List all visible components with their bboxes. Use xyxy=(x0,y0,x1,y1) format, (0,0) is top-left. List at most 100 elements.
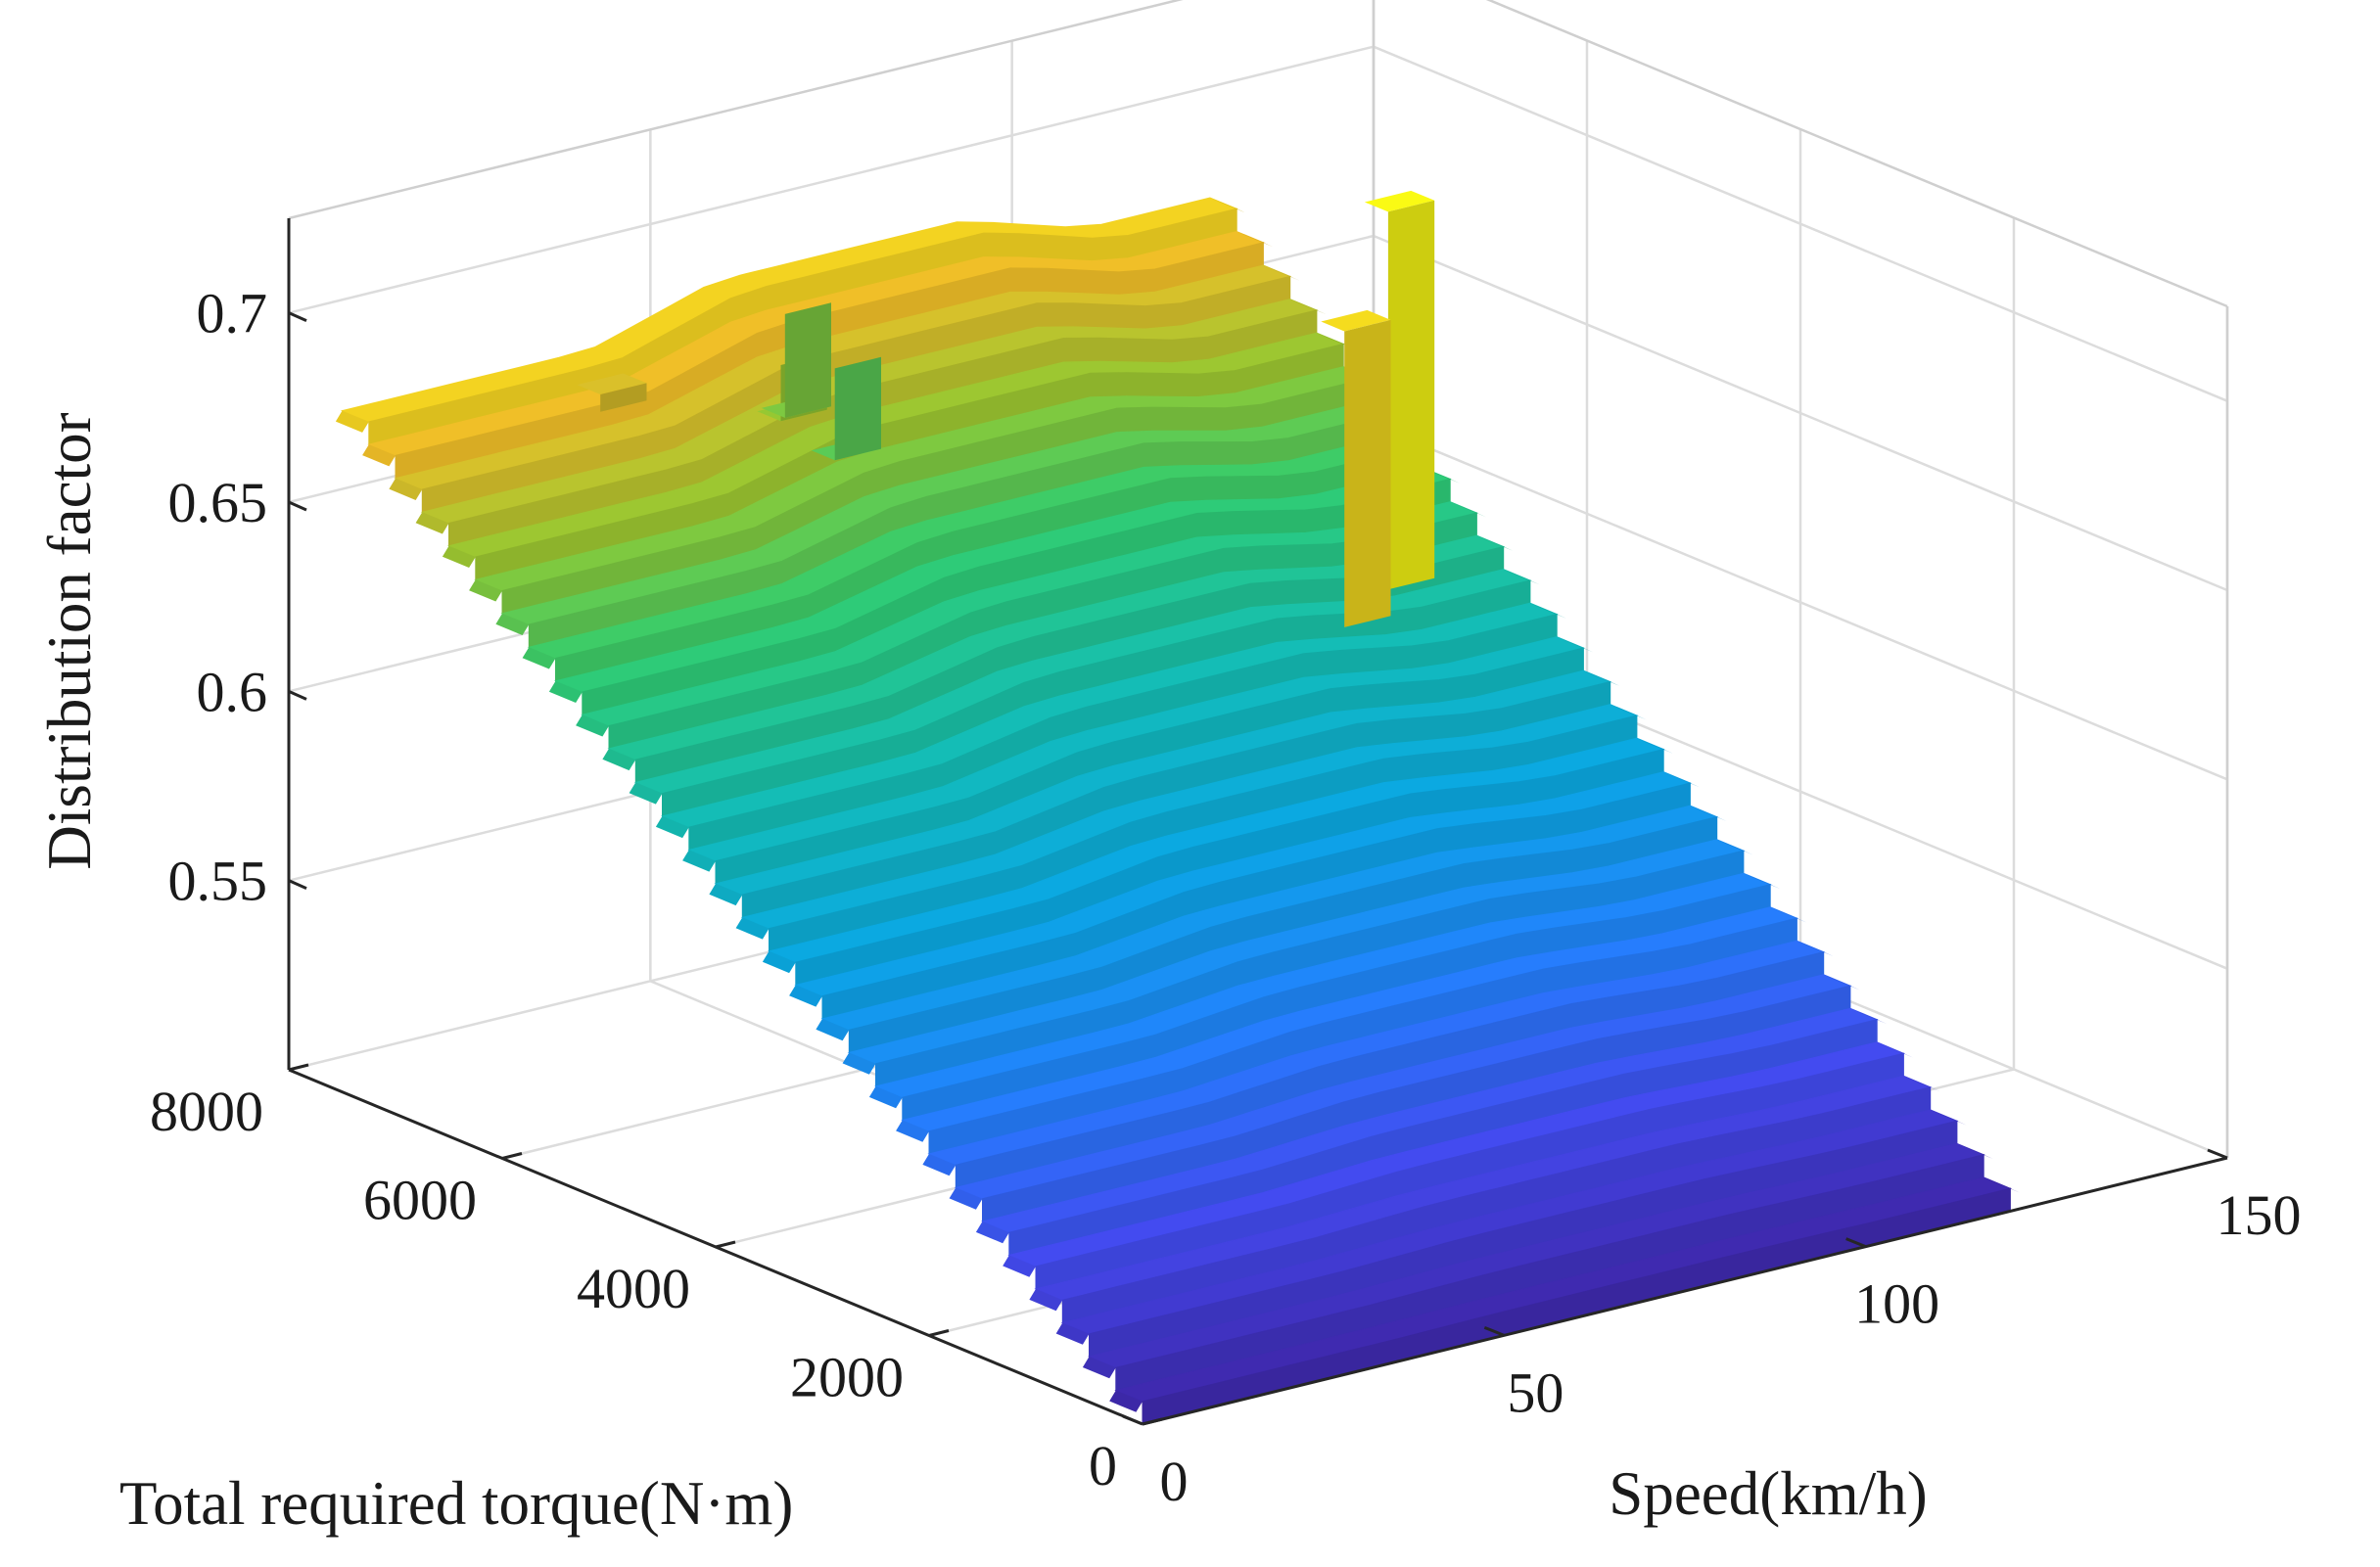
surface-edge xyxy=(1237,231,1274,248)
surface-spike xyxy=(1321,309,1391,332)
surface-spike xyxy=(1387,200,1435,590)
y-tick-label: 0 xyxy=(1089,1434,1117,1498)
surface-edge xyxy=(495,613,530,635)
x-axis-title: Speed(km/h) xyxy=(1609,1459,1927,1528)
y-axis-title: Total required torque(N·m) xyxy=(119,1469,793,1538)
surface-edge xyxy=(655,815,689,839)
surface-spike xyxy=(600,383,647,412)
surface-edge xyxy=(1082,1357,1116,1379)
surface-edge xyxy=(1877,1041,1914,1058)
surface-spike xyxy=(577,373,647,394)
x-tick-mark xyxy=(1122,1414,1143,1426)
grid-line xyxy=(1373,45,2228,402)
grid-line xyxy=(1373,424,2228,781)
surface-edge xyxy=(415,512,449,534)
surface-edge xyxy=(1716,839,1753,855)
surface-edge xyxy=(1316,333,1354,348)
surface-edge xyxy=(1503,569,1540,585)
surface-edge xyxy=(1636,738,1674,754)
surface-edge xyxy=(629,782,663,805)
surface-edge xyxy=(1663,771,1701,788)
surface-edge xyxy=(1055,1322,1090,1345)
surface-edge xyxy=(868,1085,903,1109)
surface-edge xyxy=(975,1221,1009,1244)
z-tick-label: 0.55 xyxy=(168,850,268,913)
y-tick-mark xyxy=(288,1063,309,1072)
y-tick-label: 8000 xyxy=(150,1080,263,1143)
surface-edge xyxy=(922,1153,957,1176)
z-axis-title: Distribution factor xyxy=(35,412,104,869)
surface-edge xyxy=(1450,501,1487,518)
surface-edge xyxy=(442,545,476,568)
y-tick-mark xyxy=(928,1329,950,1337)
surface-edge xyxy=(1557,636,1594,653)
x-tick-label: 50 xyxy=(1507,1360,1563,1424)
surface-edge xyxy=(816,1018,850,1041)
y-tick-label: 6000 xyxy=(363,1169,477,1232)
surface-edge xyxy=(762,950,796,974)
x-tick-label: 150 xyxy=(2217,1183,2302,1247)
surface-edge xyxy=(1109,1390,1143,1412)
axes xyxy=(287,218,2228,1426)
surface-edge xyxy=(548,680,583,703)
surface-spike xyxy=(1344,319,1391,627)
surface-edge xyxy=(576,714,609,737)
grid-line xyxy=(1373,234,2228,592)
surface-edge xyxy=(1770,906,1807,923)
x-tick-mark xyxy=(1845,1237,1867,1249)
y-tick-label: 4000 xyxy=(577,1257,690,1320)
surface-edge xyxy=(682,850,716,872)
surface-edge xyxy=(1930,1109,1967,1126)
surface-edge xyxy=(335,410,369,433)
surface-edge xyxy=(709,883,743,906)
surface-edge xyxy=(469,579,502,602)
z-tick-label: 0.7 xyxy=(197,282,268,346)
surface-edge xyxy=(1003,1255,1036,1277)
tick-labels: 0.55 0.6 0.65 0.7 0 2000 4000 6000 8000 0 50 100 150 xyxy=(150,282,2302,1513)
surface-edge xyxy=(735,917,770,940)
surface-edge xyxy=(1209,198,1247,213)
surface-edge xyxy=(789,985,822,1007)
surface-spike xyxy=(784,302,831,418)
surface-edge xyxy=(1690,806,1727,821)
surface-edge xyxy=(949,1187,983,1210)
z-tick-label: 0.65 xyxy=(168,471,268,534)
surface-edge xyxy=(1983,1176,2021,1193)
surface-spike xyxy=(1364,190,1435,212)
y-tick-label: 2000 xyxy=(790,1346,904,1409)
surface-edge xyxy=(522,647,556,669)
surface-edge xyxy=(1797,941,1834,956)
surface-edge xyxy=(1610,704,1647,720)
grid-line xyxy=(288,45,1375,314)
z-tick-mark xyxy=(288,500,307,512)
z-tick-mark xyxy=(288,879,307,891)
z-tick-mark xyxy=(288,689,307,701)
surface-edge xyxy=(1263,265,1300,281)
y-tick-mark xyxy=(715,1240,736,1249)
z-tick-mark xyxy=(288,311,307,323)
y-tick-mark xyxy=(1142,1417,1163,1426)
surface-edge xyxy=(1289,299,1327,315)
surface-edge xyxy=(362,444,396,467)
box-edge xyxy=(288,0,1184,220)
surface-edge xyxy=(1849,1008,1888,1024)
surface-edge xyxy=(842,1052,876,1075)
y-tick-mark xyxy=(501,1152,523,1160)
x-tick-label: 100 xyxy=(1854,1272,1939,1336)
surface-edge xyxy=(1823,974,1860,991)
surface xyxy=(335,190,2021,1425)
surface-edge xyxy=(1956,1143,1994,1160)
surface-edge xyxy=(1529,603,1567,619)
x-tick-mark xyxy=(1483,1325,1505,1337)
box-edge xyxy=(1485,0,2228,308)
surface-edge xyxy=(1583,670,1620,686)
surface-edge xyxy=(602,748,636,771)
surface-edge xyxy=(1743,873,1781,889)
surface-edge xyxy=(1476,535,1514,551)
surface-spike xyxy=(834,356,881,461)
x-tick-label: 0 xyxy=(1160,1450,1189,1513)
surface-edge xyxy=(896,1120,929,1142)
x-axis-line xyxy=(1142,1156,2228,1426)
surface-edge xyxy=(1903,1076,1940,1092)
